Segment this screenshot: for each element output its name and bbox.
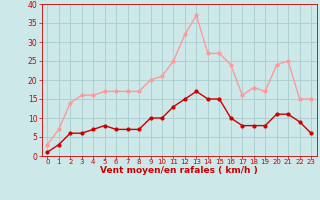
X-axis label: Vent moyen/en rafales ( km/h ): Vent moyen/en rafales ( km/h )	[100, 166, 258, 175]
